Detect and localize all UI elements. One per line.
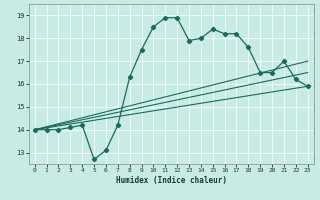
X-axis label: Humidex (Indice chaleur): Humidex (Indice chaleur) <box>116 176 227 185</box>
